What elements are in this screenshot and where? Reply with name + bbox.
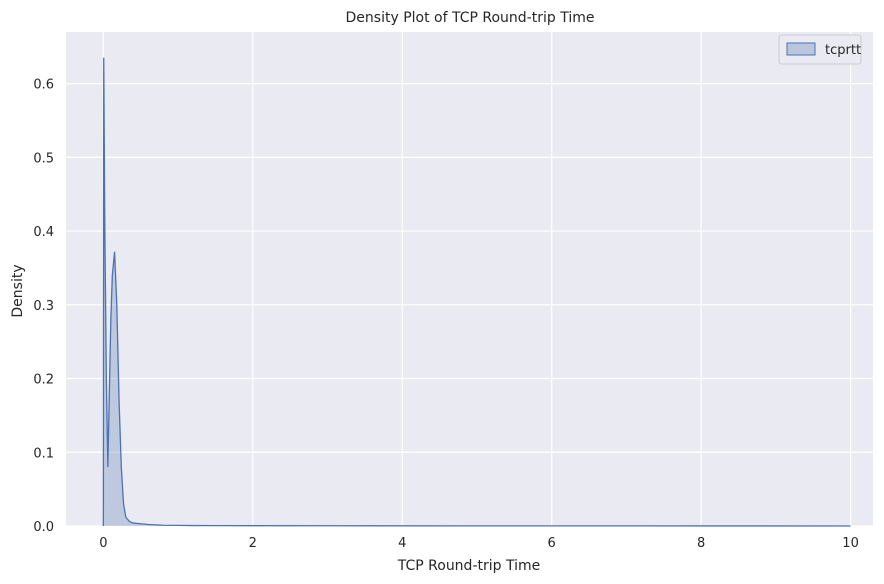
- x-axis-ticks: 0 2 4 6 8 10: [99, 536, 859, 551]
- density-area-layer: [102, 57, 851, 527]
- y-tick-label: 0.5: [33, 151, 54, 166]
- legend-frame: [778, 34, 862, 65]
- x-axis-label: TCP Round-trip Time: [397, 558, 540, 574]
- y-axis-ticks: 0.0 0.1 0.2 0.3 0.4 0.5 0.6: [33, 78, 54, 535]
- density-line-tcprtt: [102, 57, 851, 527]
- legend-swatch-tcprtt: [786, 42, 816, 56]
- legend: tcprtt: [778, 34, 862, 65]
- x-tick-label: 8: [697, 536, 705, 551]
- x-tick-label: 2: [249, 536, 257, 551]
- y-tick-label: 0.3: [33, 299, 54, 314]
- y-tick-label: 0.1: [33, 446, 54, 461]
- x-tick-label: 6: [548, 536, 556, 551]
- x-tick-label: 4: [398, 536, 406, 551]
- y-tick-label: 0.4: [33, 225, 54, 240]
- y-tick-label: 0.0: [33, 520, 54, 535]
- y-axis-label: Density: [10, 264, 26, 317]
- y-tick-label: 0.6: [33, 78, 54, 93]
- chart-title: Density Plot of TCP Round-trip Time: [346, 10, 595, 26]
- x-tick-label: 0: [99, 536, 107, 551]
- plot-area: [66, 32, 873, 526]
- x-tick-label: 10: [842, 536, 859, 551]
- legend-label-tcprtt: tcprtt: [825, 43, 861, 58]
- y-tick-label: 0.2: [33, 373, 54, 388]
